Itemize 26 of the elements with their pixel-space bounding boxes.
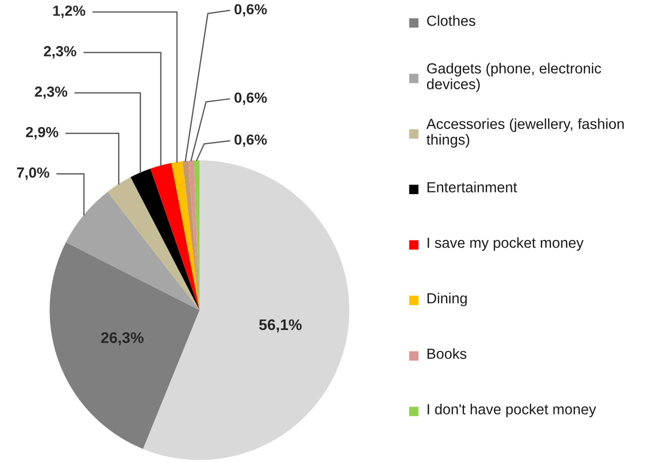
pie-slice	[50, 242, 200, 449]
data-label: 0,6%	[234, 4, 267, 17]
data-label: 2,3%	[34, 86, 68, 99]
pie-slice	[130, 168, 200, 310]
legend-label: Entertainment	[428, 182, 518, 192]
data-label: 0,6%	[234, 134, 267, 147]
data-label: 0,6%	[234, 92, 267, 105]
legend-label: Books	[428, 348, 466, 359]
data-label: 26,3%	[101, 332, 144, 346]
pie-slice	[142, 160, 350, 460]
data-label: 56,1%	[259, 319, 302, 332]
legend-label: Clothes	[427, 15, 476, 26]
data-label: 1,2%	[53, 6, 86, 18]
pie-slice	[182, 160, 200, 310]
pie-slice	[108, 177, 200, 310]
pie-slice	[171, 161, 200, 310]
legend-label: I don't have pocket money	[428, 404, 596, 418]
pie-slice	[66, 192, 200, 310]
legend-label: I save my pocket money	[428, 237, 584, 251]
data-label: 2,9%	[26, 126, 58, 140]
legend-label: Dining	[428, 292, 467, 306]
data-label: 2,3%	[44, 46, 76, 58]
data-label: 7,0%	[17, 167, 50, 180]
legend-label: Gadgets (phone, electronic devices)	[426, 62, 602, 92]
legend-label: Accessories (jewellery, fashion things)	[426, 118, 624, 148]
pie-slice	[150, 162, 200, 310]
